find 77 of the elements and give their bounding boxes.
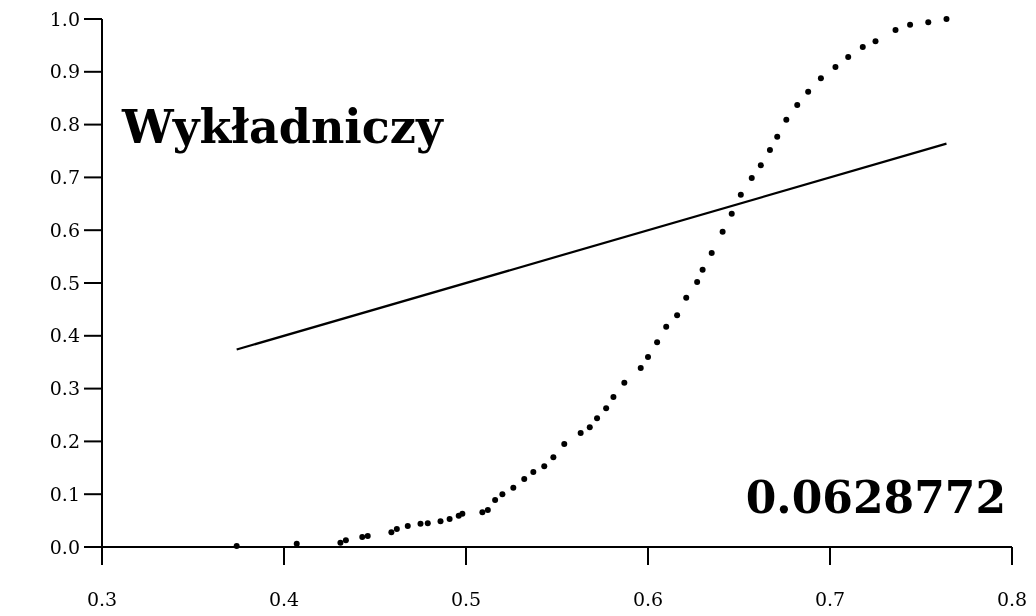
point: [233, 542, 240, 549]
point: [817, 75, 824, 82]
point: [337, 539, 344, 546]
point: [805, 88, 812, 95]
point: [594, 415, 601, 422]
y-tick-label: 0.0: [49, 535, 80, 558]
point: [783, 116, 790, 123]
point: [550, 454, 557, 461]
y-tick-label: 0.1: [49, 482, 80, 505]
point: [459, 510, 466, 517]
x-tick-label: 0.5: [450, 588, 482, 610]
point: [708, 249, 715, 256]
y-tick-label: 0.9: [49, 60, 80, 83]
point: [479, 509, 486, 516]
x-tick-label: 0.4: [268, 588, 300, 610]
point: [699, 266, 706, 273]
point: [748, 174, 755, 181]
point: [728, 210, 735, 217]
point: [674, 312, 681, 319]
point: [484, 507, 491, 514]
point: [794, 102, 801, 109]
point: [437, 518, 444, 525]
point: [610, 394, 617, 401]
point: [907, 21, 914, 28]
annotation: 0.0628772: [745, 472, 1006, 523]
point: [446, 516, 453, 523]
point: [342, 537, 349, 544]
point: [832, 64, 839, 71]
point: [645, 353, 651, 360]
point: [393, 526, 400, 533]
point: [719, 228, 726, 235]
point: [541, 463, 548, 470]
point: [859, 43, 866, 50]
point: [925, 19, 932, 26]
x-tick-label: 0.3: [86, 588, 118, 610]
point: [892, 27, 899, 34]
point: [424, 520, 431, 527]
point: [586, 424, 593, 431]
text: Wykładniczy: [121, 100, 444, 154]
point: [561, 441, 568, 448]
x-tick-label: 0.8: [996, 588, 1028, 610]
y-tick-label: 0.6: [49, 218, 80, 241]
point: [737, 191, 744, 198]
point: [654, 339, 661, 346]
point: [637, 365, 644, 372]
point: [766, 146, 773, 153]
y-tick-label: 0.5: [49, 271, 80, 294]
point: [530, 469, 537, 476]
y-tick-label: 0.8: [49, 113, 80, 136]
point: [499, 491, 506, 498]
point: [774, 133, 781, 140]
point: [364, 532, 371, 539]
point: [621, 379, 628, 386]
y-tick-label: 1.0: [49, 7, 80, 30]
point: [388, 529, 395, 536]
point: [603, 405, 610, 412]
point: [492, 497, 499, 504]
y-tick-label: 0.3: [49, 377, 80, 400]
point: [683, 294, 690, 301]
point: [577, 429, 584, 436]
point: [359, 533, 366, 540]
point: [293, 540, 300, 547]
point: [521, 475, 528, 482]
point: [510, 484, 517, 491]
point: [417, 520, 424, 527]
point: [404, 522, 411, 529]
point: [943, 16, 950, 22]
y-tick-label: 0.7: [49, 166, 80, 189]
x-tick-label: 0.6: [632, 588, 664, 610]
x-tick-label: 0.7: [814, 588, 846, 610]
point: [757, 162, 764, 169]
y-tick-label: 0.4: [49, 324, 80, 347]
point: [872, 38, 879, 45]
point: [694, 278, 701, 285]
point: [663, 323, 670, 330]
y-tick-label: 0.2: [49, 430, 80, 453]
point: [845, 54, 852, 61]
